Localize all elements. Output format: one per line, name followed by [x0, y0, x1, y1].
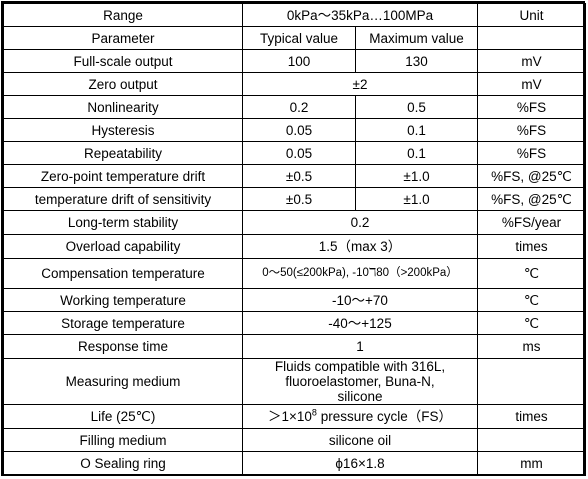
maximum-value-header: Maximum value	[355, 26, 478, 50]
merged-value: -10～+70	[242, 288, 478, 312]
merged-value: 1.5（max 3）	[242, 234, 478, 259]
table-row: temperature drift of sensitivity ±0.5 ±1…	[3, 187, 586, 211]
table-row: Life (25℃) ＞1×108 pressure cycle（FS） tim…	[3, 404, 586, 429]
maximum-value: 0.1	[355, 141, 478, 165]
unit-value: ℃	[477, 311, 586, 335]
maximum-value: ±1.0	[355, 187, 478, 211]
range-value: 0kPa～35kPa…100MPa	[242, 3, 478, 27]
table-row: Filling medium silicone oil	[3, 428, 586, 452]
merged-value: 0.2	[242, 210, 478, 235]
param-name: Full-scale output	[3, 49, 243, 73]
unit-header: Unit	[477, 3, 586, 27]
table-row: Repeatability 0.05 0.1 %FS	[3, 141, 586, 165]
table-row: Measuring medium Fluids compatible with …	[3, 358, 586, 405]
table-row: O Sealing ring ϕ16×1.8 mm	[3, 451, 586, 476]
typical-value-header: Typical value	[242, 26, 356, 50]
merged-value: silicone oil	[242, 428, 478, 452]
param-name: Compensation temperature	[3, 258, 243, 289]
param-name: O Sealing ring	[3, 451, 243, 476]
maximum-value: 0.5	[355, 95, 478, 119]
table-row: Overload capability 1.5（max 3） times	[3, 234, 586, 259]
merged-value: -40～+125	[242, 311, 478, 335]
table-row-parameter-header: Parameter Typical value Maximum value	[3, 26, 586, 50]
param-name: Storage temperature	[3, 311, 243, 335]
merged-value: Fluids compatible with 316L, fluoroelast…	[242, 358, 478, 405]
typical-value: 0.05	[242, 118, 356, 142]
range-label: Range	[3, 3, 243, 27]
param-name: Nonlinearity	[3, 95, 243, 119]
life-value-prefix: ＞1×10	[268, 409, 312, 424]
unit-value: %FS	[477, 141, 586, 165]
life-value-suffix: pressure cycle（FS）	[316, 409, 452, 424]
param-name: Zero-point temperature drift	[3, 164, 243, 188]
param-name: Response time	[3, 334, 243, 359]
merged-value: ±2	[242, 72, 478, 96]
unit-value: times	[477, 404, 586, 429]
maximum-value: 130	[355, 49, 478, 73]
param-name: Working temperature	[3, 288, 243, 312]
param-name: Overload capability	[3, 234, 243, 259]
maximum-value: ±1.0	[355, 164, 478, 188]
table-row: Full-scale output 100 130 mV	[3, 49, 586, 73]
unit-header-empty	[477, 26, 586, 50]
unit-value: mV	[477, 49, 586, 73]
param-name: Repeatability	[3, 141, 243, 165]
unit-value	[477, 358, 586, 405]
merged-value: 1	[242, 334, 478, 359]
unit-value: mm	[477, 451, 586, 476]
unit-value: %FS/year	[477, 210, 586, 235]
typical-value: ±0.5	[242, 164, 356, 188]
param-name: Life (25℃)	[3, 404, 243, 429]
param-name: Zero output	[3, 72, 243, 96]
unit-value: mV	[477, 72, 586, 96]
merged-value: 0～50(≤200kPa), -10ℸ80（>200kPa）	[242, 258, 478, 289]
table-row: Working temperature -10～+70 ℃	[3, 288, 586, 312]
table-row-range: Range 0kPa～35kPa…100MPa Unit	[3, 3, 586, 27]
table-row: Compensation temperature 0～50(≤200kPa), …	[3, 258, 586, 289]
typical-value: ±0.5	[242, 187, 356, 211]
unit-value: %FS	[477, 118, 586, 142]
table-row: Response time 1 ms	[3, 334, 586, 359]
unit-value: %FS	[477, 95, 586, 119]
param-name: temperature drift of sensitivity	[3, 187, 243, 211]
table-row: Hysteresis 0.05 0.1 %FS	[3, 118, 586, 142]
table-row: Zero-point temperature drift ±0.5 ±1.0 %…	[3, 164, 586, 188]
typical-value: 0.05	[242, 141, 356, 165]
table-row: Long-term stability 0.2 %FS/year	[3, 210, 586, 235]
merged-value: ϕ16×1.8	[242, 451, 478, 476]
param-name: Measuring medium	[3, 358, 243, 405]
life-value-exponent: 8	[311, 407, 317, 418]
unit-value: %FS, @25℃	[477, 187, 586, 211]
typical-value: 100	[242, 49, 356, 73]
maximum-value: 0.1	[355, 118, 478, 142]
param-name: Hysteresis	[3, 118, 243, 142]
parameter-header: Parameter	[3, 26, 243, 50]
table-row: Storage temperature -40～+125 ℃	[3, 311, 586, 335]
param-name: Long-term stability	[3, 210, 243, 235]
unit-value: ℃	[477, 288, 586, 312]
table-row: Zero output ±2 mV	[3, 72, 586, 96]
unit-value	[477, 428, 586, 452]
table-row: Nonlinearity 0.2 0.5 %FS	[3, 95, 586, 119]
spec-table: Range 0kPa～35kPa…100MPa Unit Parameter T…	[3, 3, 586, 476]
unit-value: times	[477, 234, 586, 259]
param-name: Filling medium	[3, 428, 243, 452]
unit-value: %FS, @25℃	[477, 164, 586, 188]
unit-value: ms	[477, 334, 586, 359]
merged-value: ＞1×108 pressure cycle（FS）	[242, 404, 478, 429]
typical-value: 0.2	[242, 95, 356, 119]
unit-value: ℃	[477, 258, 586, 289]
